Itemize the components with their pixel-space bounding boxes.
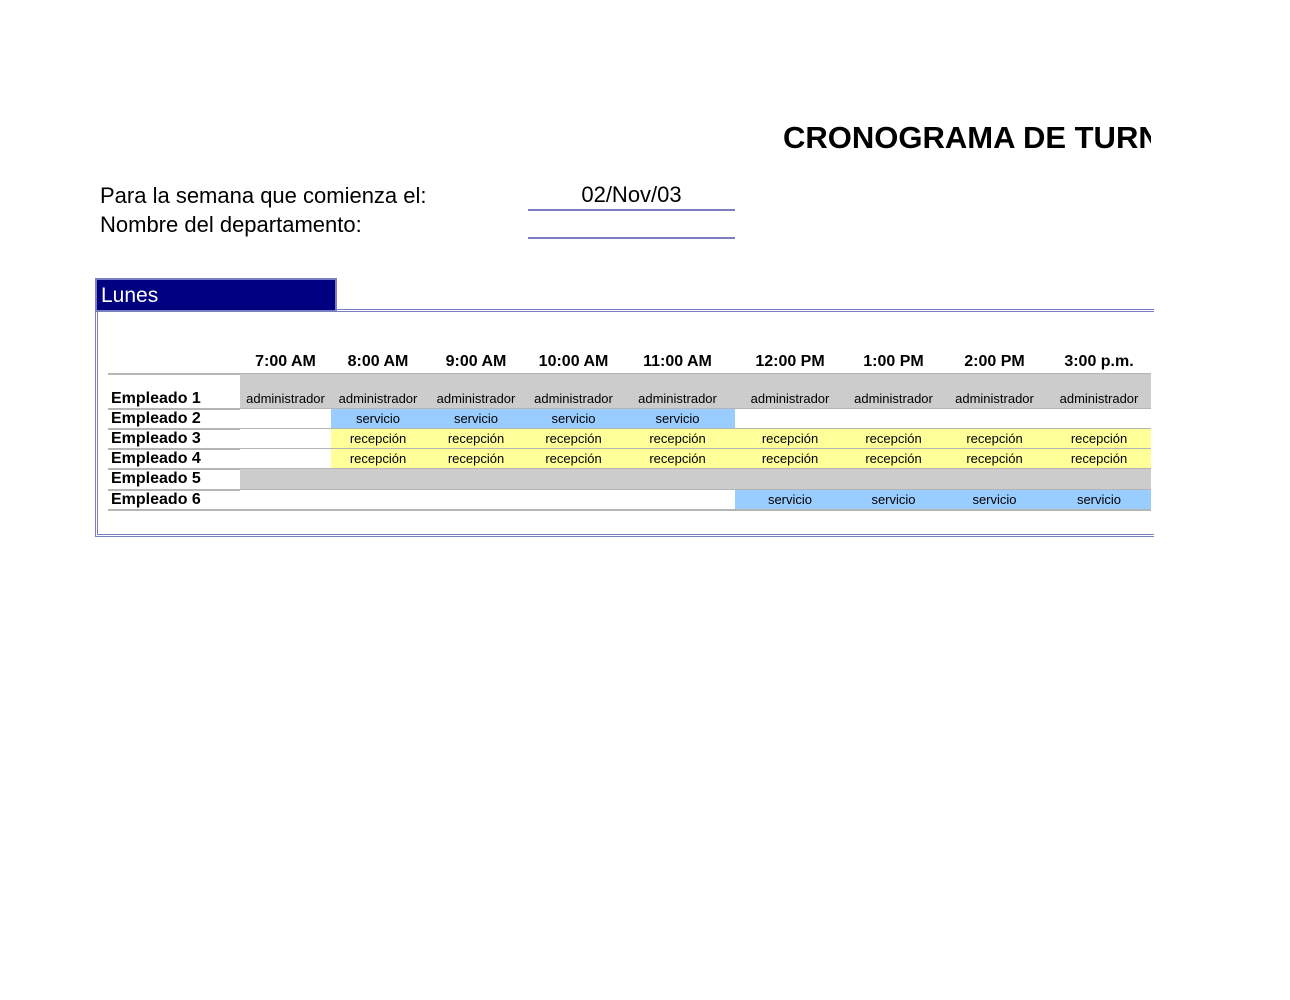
time-header: 12:00 PM — [755, 353, 825, 370]
shift-cell[interactable]: recepción — [331, 429, 425, 449]
day-header: Lunes — [95, 278, 337, 312]
shift-cell[interactable] — [527, 490, 620, 510]
page-title: CRONOGRAMA DE TURNOS — [783, 120, 1151, 155]
shift-cell[interactable]: administrador — [1047, 374, 1151, 409]
department-field[interactable] — [528, 209, 735, 239]
shift-cell[interactable]: recepción — [942, 429, 1047, 449]
shift-cell[interactable]: servicio — [735, 490, 845, 510]
shift-cell[interactable] — [240, 409, 331, 429]
employee-label: Empleado 5 — [111, 470, 201, 487]
employee-label: Empleado 4 — [111, 450, 201, 467]
shift-cell[interactable]: recepción — [425, 449, 527, 469]
shift-cell[interactable]: recepción — [620, 449, 735, 469]
shift-cell[interactable]: recepción — [425, 429, 527, 449]
shift-cell[interactable] — [735, 469, 845, 490]
shift-cell[interactable] — [527, 469, 620, 490]
shift-cell[interactable] — [240, 429, 331, 449]
time-header: 1:00 PM — [863, 353, 924, 370]
shift-cell[interactable] — [845, 409, 942, 429]
shift-cell[interactable]: servicio — [425, 409, 527, 429]
shift-cell[interactable] — [240, 449, 331, 469]
shift-cell[interactable] — [240, 469, 331, 490]
shift-cell[interactable]: recepción — [527, 429, 620, 449]
shift-cell[interactable]: recepción — [1047, 449, 1151, 469]
shift-cell[interactable]: recepción — [845, 429, 942, 449]
shift-cell[interactable]: recepción — [620, 429, 735, 449]
shift-cell[interactable]: servicio — [331, 409, 425, 429]
shift-cell[interactable]: administrador — [331, 374, 425, 409]
shift-cell[interactable]: administrador — [845, 374, 942, 409]
shift-cell[interactable] — [425, 490, 527, 510]
time-header: 10:00 AM — [538, 353, 609, 370]
shift-cell[interactable]: recepción — [845, 449, 942, 469]
time-header: 11:00 AM — [643, 353, 712, 370]
department-label: Nombre del departamento: — [100, 212, 362, 237]
shift-cell[interactable] — [942, 469, 1047, 490]
shift-cell[interactable]: administrador — [425, 374, 527, 409]
shift-cell[interactable]: recepción — [735, 429, 845, 449]
shift-cell[interactable]: administrador — [527, 374, 620, 409]
shift-cell[interactable]: servicio — [1047, 490, 1151, 510]
time-header: 8:00 AM — [347, 353, 409, 370]
shift-cell[interactable] — [240, 490, 331, 510]
shift-cell[interactable]: recepción — [735, 449, 845, 469]
shift-cell[interactable] — [1047, 409, 1151, 429]
shift-cell[interactable]: administrador — [942, 374, 1047, 409]
employee-label: Empleado 3 — [111, 430, 201, 447]
employee-label: Empleado 1 — [111, 390, 201, 407]
schedule-frame — [95, 309, 1154, 537]
time-header: 9:00 AM — [445, 353, 507, 370]
row-divider — [108, 509, 1151, 511]
shift-cell[interactable] — [331, 469, 425, 490]
shift-cell[interactable]: servicio — [845, 490, 942, 510]
week-start-field[interactable]: 02/Nov/03 — [528, 181, 735, 211]
shift-cell[interactable]: servicio — [620, 409, 735, 429]
shift-cell[interactable] — [1047, 469, 1151, 490]
shift-cell[interactable]: recepción — [331, 449, 425, 469]
shift-cell[interactable]: administrador — [240, 374, 331, 409]
shift-cell[interactable]: administrador — [735, 374, 845, 409]
employee-label: Empleado 2 — [111, 410, 201, 427]
shift-cell[interactable] — [845, 469, 942, 490]
shift-cell[interactable] — [620, 469, 735, 490]
shift-cell[interactable]: servicio — [942, 490, 1047, 510]
shift-cell[interactable] — [735, 409, 845, 429]
time-header: 7:00 AM — [255, 353, 316, 370]
shift-cell[interactable] — [331, 490, 425, 510]
shift-cell[interactable] — [425, 469, 527, 490]
time-header: 2:00 PM — [964, 353, 1025, 370]
shift-cell[interactable]: servicio — [527, 409, 620, 429]
shift-cell[interactable]: recepción — [527, 449, 620, 469]
shift-cell[interactable] — [942, 409, 1047, 429]
week-label: Para la semana que comienza el: — [100, 183, 427, 208]
employee-label: Empleado 6 — [111, 491, 201, 508]
shift-cell[interactable] — [620, 490, 735, 510]
shift-cell[interactable]: administrador — [620, 374, 735, 409]
shift-cell[interactable]: recepción — [942, 449, 1047, 469]
time-header: 3:00 p.m. — [1064, 353, 1134, 370]
shift-cell[interactable]: recepción — [1047, 429, 1151, 449]
